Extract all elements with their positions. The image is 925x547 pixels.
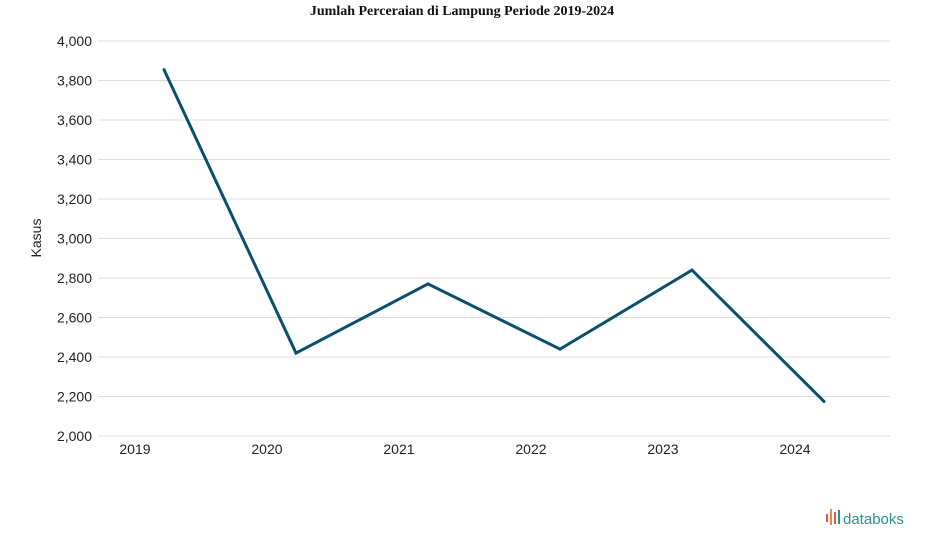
y-axis-ticks: 2,000 2,200 2,400 2,600 2,800 3,000 3,200 3,400… — [57, 33, 92, 444]
y-axis-label: Kasus — [28, 219, 44, 258]
brand-name: databoks — [843, 511, 904, 528]
y-tick-label: 2,400 — [57, 349, 92, 365]
y-tick-label: 3,400 — [57, 152, 92, 168]
y-tick-label: 2,600 — [57, 310, 92, 326]
databoks-logo: databoks — [826, 509, 904, 528]
y-tick-label: 2,200 — [57, 389, 92, 405]
chart-title: Jumlah Perceraian di Lampung Periode 201… — [310, 4, 614, 19]
x-tick-label: 2019 — [119, 441, 150, 457]
data-point — [294, 351, 298, 355]
data-point — [426, 282, 430, 286]
x-tick-label: 2023 — [647, 441, 678, 457]
gridlines — [98, 40, 890, 437]
series-layer — [162, 68, 826, 403]
series-line — [162, 69, 826, 403]
x-tick-label: 2022 — [515, 441, 546, 457]
x-tick-label: 2021 — [383, 441, 414, 457]
y-tick-label: 3,600 — [57, 112, 92, 128]
x-axis-ticks: 2019 2020 2021 2022 2023 2024 — [119, 441, 810, 457]
logo-bar — [826, 514, 828, 522]
y-tick-label: 3,200 — [57, 191, 92, 207]
y-tick-label: 4,000 — [57, 33, 92, 49]
data-point — [162, 68, 166, 72]
y-tick-label: 2,000 — [57, 428, 92, 444]
logo-bar — [830, 509, 832, 525]
y-tick-label: 3,000 — [57, 231, 92, 247]
y-tick-label: 2,800 — [57, 270, 92, 286]
databoks-logo-icon — [826, 509, 840, 525]
data-point — [690, 268, 694, 272]
logo-bar — [834, 512, 836, 524]
data-point — [558, 347, 562, 351]
logo-bar — [838, 510, 840, 524]
x-tick-label: 2020 — [251, 441, 282, 457]
y-tick-label: 3,800 — [57, 73, 92, 89]
x-tick-label: 2024 — [779, 441, 810, 457]
data-point — [822, 399, 826, 403]
